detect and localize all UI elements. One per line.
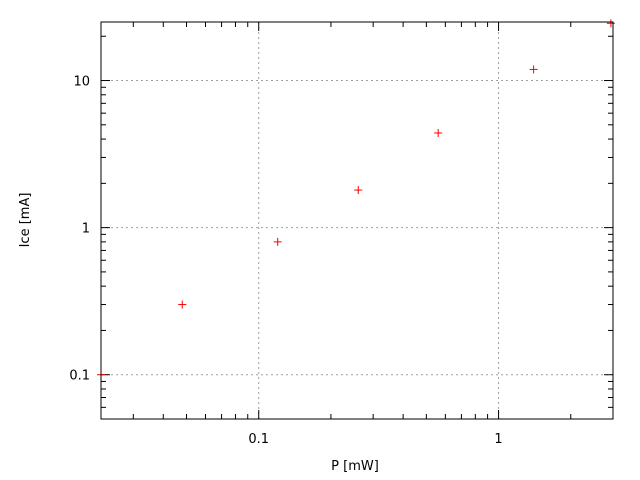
data-point (354, 186, 363, 195)
x-tick-label: 0.1 (248, 432, 269, 447)
ticks (101, 22, 614, 420)
data-point (606, 19, 615, 28)
data-point (273, 237, 282, 246)
y-tick-label: 10 (73, 75, 90, 90)
grid (101, 22, 613, 419)
data-point (434, 128, 443, 137)
x-axis-label: P [mW] (331, 459, 379, 474)
data-point (178, 300, 187, 309)
data-points (97, 19, 615, 379)
x-tick-label: 1 (494, 432, 502, 447)
plot-frame (100, 21, 614, 420)
y-axis-label: Ice [mA] (18, 193, 33, 248)
y-tick-label: 1 (82, 222, 90, 237)
tick-labels: 0.1 1 0.1 1 10 (69, 75, 502, 447)
y-tick-label: 0.1 (69, 369, 90, 384)
data-point (529, 65, 538, 74)
